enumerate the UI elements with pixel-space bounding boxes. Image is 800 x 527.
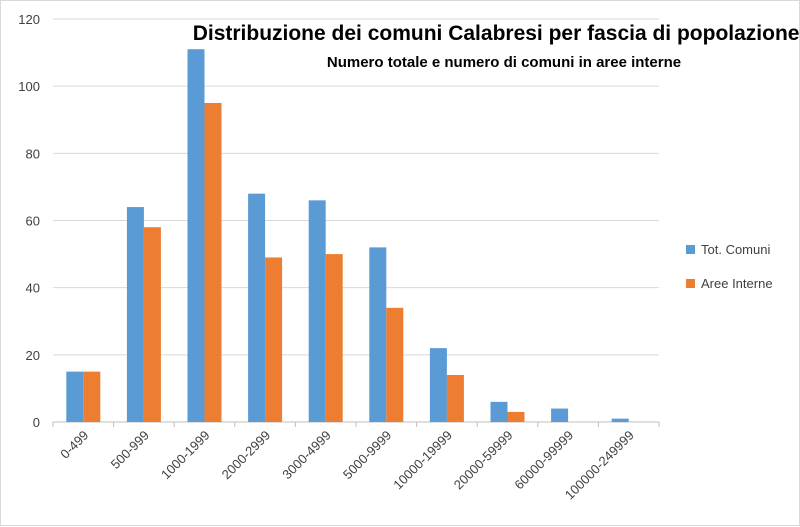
y-tick-label: 20 [26,348,40,363]
x-tick-label: 5000-9999 [340,428,395,483]
bar-aree-interne [83,371,101,422]
y-tick-label: 0 [33,415,40,430]
bar-tot-comuni [66,371,84,422]
x-tick-label: 60000-99999 [511,428,576,493]
bar-tot-comuni [187,49,205,422]
bar-aree-interne [204,102,222,422]
bar-tot-comuni [490,401,508,422]
bar-aree-interne [143,227,161,422]
bar-aree-interne [265,257,283,422]
bar-tot-comuni [369,247,387,422]
legend-label: Aree Interne [701,276,773,291]
bar-tot-comuni [551,408,569,422]
x-tick-label: 500-999 [108,428,152,472]
y-tick-label: 40 [26,281,40,296]
bar-tot-comuni [611,418,629,422]
bars [66,49,629,422]
y-tick-label: 100 [18,79,40,94]
y-tick-label: 80 [26,146,40,161]
chart-subtitle: Numero totale e numero di comuni in aree… [327,54,681,71]
bar-aree-interne [386,307,404,422]
bar-aree-interne [446,374,464,422]
bar-aree-interne [325,254,343,422]
bar-aree-interne [507,411,525,422]
x-tick-label: 3000-4999 [279,428,334,483]
legend-label: Tot. Comuni [701,242,770,257]
bar-tot-comuni [126,207,144,422]
legend-swatch [686,245,695,254]
y-tick-label: 120 [18,12,40,27]
bar-tot-comuni [308,200,326,422]
chart-title: Distribuzione dei comuni Calabresi per f… [193,22,800,45]
x-tick-label: 0-499 [57,428,91,462]
bar-tot-comuni [429,348,447,422]
y-tick-label: 60 [26,214,40,229]
x-tick-label: 10000-19999 [390,428,455,493]
legend: Tot. Comuni Aree Interne [686,242,773,291]
x-tick-label: 1000-1999 [158,428,213,483]
bar-tot-comuni [248,193,266,422]
legend-swatch [686,279,695,288]
x-tick-label: 20000-59999 [451,428,516,493]
x-tick-label: 2000-2999 [219,428,274,483]
